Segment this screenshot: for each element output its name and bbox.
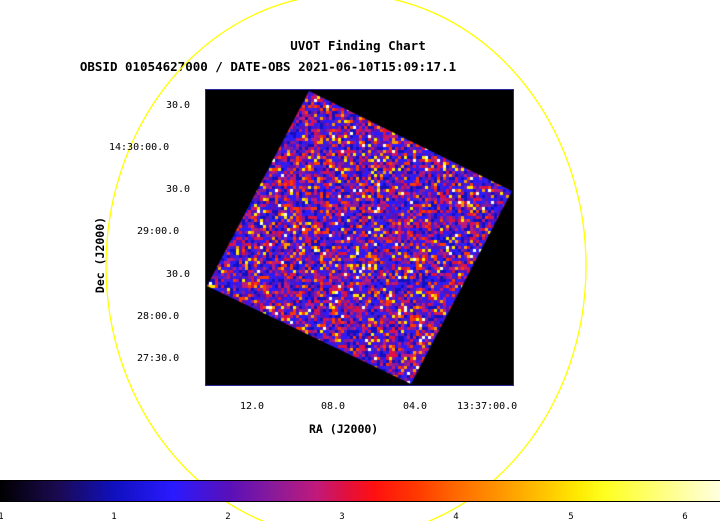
x-tick-label: 13:37:00.0 xyxy=(457,401,518,412)
y-tick-label: 14:30:00.0 xyxy=(109,142,170,153)
y-tick-label: 30.0 xyxy=(166,100,191,111)
colorbar xyxy=(0,480,720,502)
y-tick-label: 30.0 xyxy=(166,269,191,280)
colorbar-tick-label: 3 xyxy=(339,512,345,522)
x-tick-label: 08.0 xyxy=(321,401,346,412)
colorbar-tick-label: 5 xyxy=(568,512,574,522)
image-panel xyxy=(205,89,514,386)
y-tick-label: 27:30.0 xyxy=(137,353,180,364)
x-tick-label: 04.0 xyxy=(403,401,428,412)
x-tick-label: 12.0 xyxy=(240,401,265,412)
colorbar-tick-label: 1 xyxy=(111,512,117,522)
y-tick-label: 30.0 xyxy=(166,184,191,195)
sky-image xyxy=(206,90,513,385)
colorbar-tick-label: 6 xyxy=(682,512,688,522)
colorbar-tick-label: 1 xyxy=(0,512,4,522)
chart-subtitle: OBSID 01054627000 / DATE-OBS 2021-06-10T… xyxy=(79,59,457,74)
y-axis-label: Dec (J2000) xyxy=(93,216,108,294)
y-tick-label: 29:00.0 xyxy=(137,226,180,237)
x-axis-label: RA (J2000) xyxy=(309,422,379,436)
y-tick-label: 28:00.0 xyxy=(137,311,180,322)
chart-title: UVOT Finding Chart xyxy=(290,38,426,53)
colorbar-tick-label: 2 xyxy=(225,512,231,522)
colorbar-tick-label: 4 xyxy=(453,512,459,522)
